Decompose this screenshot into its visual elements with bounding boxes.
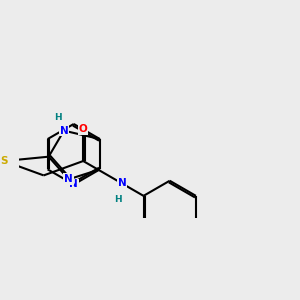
Text: H: H [114, 195, 122, 204]
Text: H: H [54, 112, 62, 122]
Text: S: S [0, 156, 8, 166]
Text: N: N [64, 174, 73, 184]
Text: N: N [60, 126, 68, 136]
Text: N: N [118, 178, 126, 188]
Text: N: N [69, 179, 78, 189]
Text: O: O [79, 124, 88, 134]
